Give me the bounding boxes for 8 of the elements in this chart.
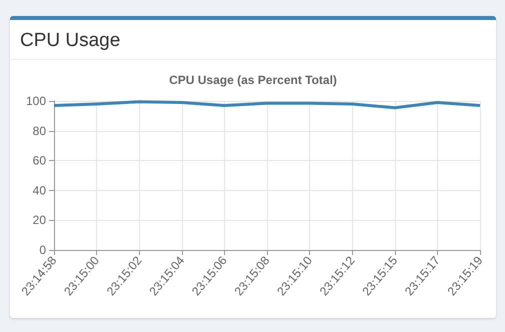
y-tick-label: 0 — [39, 243, 46, 257]
y-tick-label: 20 — [32, 213, 46, 228]
chart-title: CPU Usage — [10, 20, 496, 60]
y-tick-label: 80 — [32, 124, 46, 138]
chart-subtitle: CPU Usage (as Percent Total) — [169, 73, 337, 87]
y-tick-label: 100 — [26, 94, 46, 108]
y-tick-label: 40 — [32, 183, 46, 198]
y-tick-label: 60 — [32, 154, 46, 168]
